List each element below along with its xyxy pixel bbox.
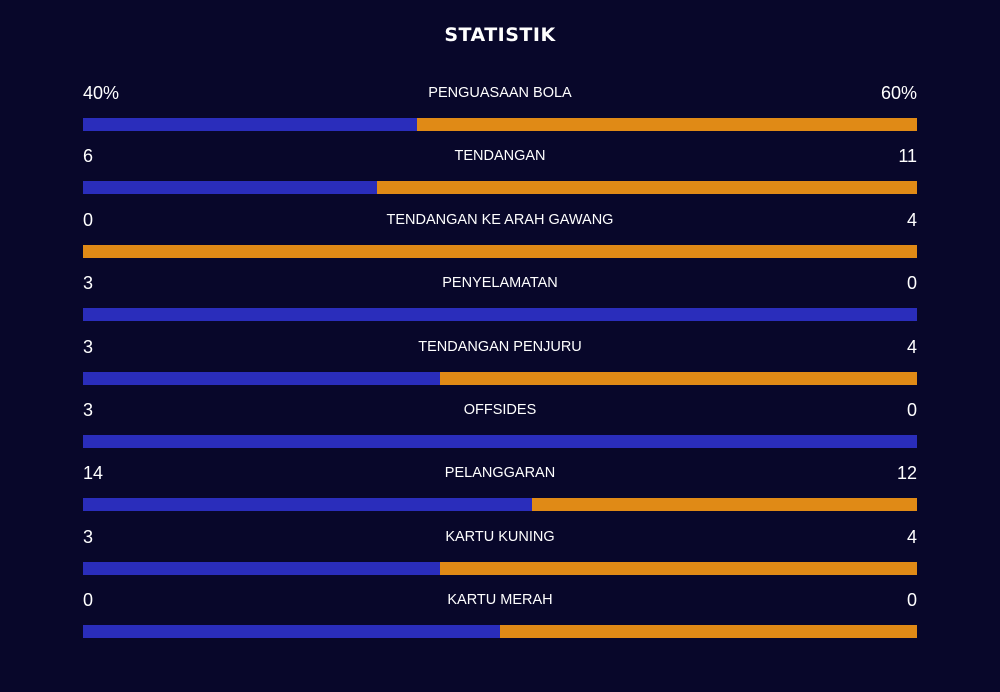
stat-label: PENGUASAAN BOLA bbox=[428, 85, 572, 101]
home-bar-segment bbox=[83, 561, 441, 575]
stat-label: KARTU MERAH bbox=[447, 592, 553, 609]
stat-row-corners: 3 TENDANGAN PENJURU 4 bbox=[83, 334, 917, 397]
away-bar-segment bbox=[440, 561, 917, 575]
home-value: 0 bbox=[83, 209, 94, 230]
comparison-bar bbox=[83, 561, 917, 575]
comparison-bar bbox=[83, 308, 917, 322]
stat-row-possession: 40% PENGUASAAN BOLA 60% bbox=[83, 80, 917, 143]
away-value: 60% bbox=[880, 83, 917, 103]
away-value: 4 bbox=[906, 336, 917, 357]
away-value: 0 bbox=[906, 273, 917, 294]
comparison-bar bbox=[83, 371, 917, 385]
away-value: 4 bbox=[906, 209, 917, 230]
home-bar-segment bbox=[83, 371, 441, 385]
away-bar-segment bbox=[416, 118, 917, 131]
home-value: 3 bbox=[83, 526, 94, 547]
stat-label: PENYELAMATAN bbox=[442, 275, 558, 292]
home-value: 0 bbox=[83, 590, 94, 611]
home-value: 3 bbox=[83, 336, 94, 357]
stat-row-yellow-cards: 3 KARTU KUNING 4 bbox=[83, 524, 917, 587]
away-value: 0 bbox=[906, 590, 917, 611]
comparison-bar bbox=[83, 625, 917, 639]
away-bar-segment bbox=[500, 625, 917, 639]
stat-row-shots-on-target: 0 TENDANGAN KE ARAH GAWANG 4 bbox=[83, 207, 917, 270]
comparison-bar bbox=[83, 434, 917, 448]
home-value: 40% bbox=[83, 83, 120, 103]
stat-label: OFFSIDES bbox=[463, 401, 537, 418]
home-value: 3 bbox=[83, 399, 94, 420]
away-bar-segment bbox=[532, 498, 917, 512]
home-bar-segment bbox=[83, 434, 917, 448]
home-bar-segment bbox=[83, 625, 500, 639]
stat-label: TENDANGAN KE ARAH GAWANG bbox=[386, 211, 614, 228]
panel-title: STATISTIK bbox=[444, 24, 556, 46]
stat-row-shots: 6 TENDANGAN 11 bbox=[83, 143, 917, 206]
away-bar-segment bbox=[377, 181, 917, 195]
stat-label: KARTU KUNING bbox=[445, 528, 555, 545]
stat-label: PELANGGARAN bbox=[444, 465, 556, 482]
away-bar-segment bbox=[83, 244, 917, 258]
home-bar-segment bbox=[83, 308, 917, 322]
away-value: 11 bbox=[898, 146, 917, 167]
stat-row-fouls: 14 PELANGGARAN 12 bbox=[83, 460, 917, 523]
home-bar-segment bbox=[83, 118, 417, 131]
comparison-bar bbox=[83, 118, 917, 131]
stats-list: 40% PENGUASAAN BOLA 60% 6 TENDANGAN 11 0… bbox=[83, 80, 917, 651]
stat-row-offsides: 3 OFFSIDES 0 bbox=[83, 397, 917, 460]
comparison-bar bbox=[83, 244, 917, 258]
home-bar-segment bbox=[83, 181, 378, 195]
away-value: 4 bbox=[906, 526, 917, 547]
away-bar-segment bbox=[440, 371, 917, 385]
comparison-bar bbox=[83, 498, 917, 512]
comparison-bar bbox=[83, 181, 917, 195]
stat-row-saves: 3 PENYELAMATAN 0 bbox=[83, 270, 917, 333]
home-value: 6 bbox=[83, 146, 94, 167]
home-bar-segment bbox=[83, 498, 533, 512]
away-value: 0 bbox=[906, 399, 917, 420]
home-value: 14 bbox=[83, 463, 104, 484]
stat-row-red-cards: 0 KARTU MERAH 0 bbox=[83, 587, 917, 650]
away-value: 12 bbox=[896, 463, 917, 484]
home-value: 3 bbox=[83, 273, 94, 294]
stat-label: TENDANGAN PENJURU bbox=[418, 338, 582, 355]
stat-label: TENDANGAN bbox=[454, 148, 546, 165]
